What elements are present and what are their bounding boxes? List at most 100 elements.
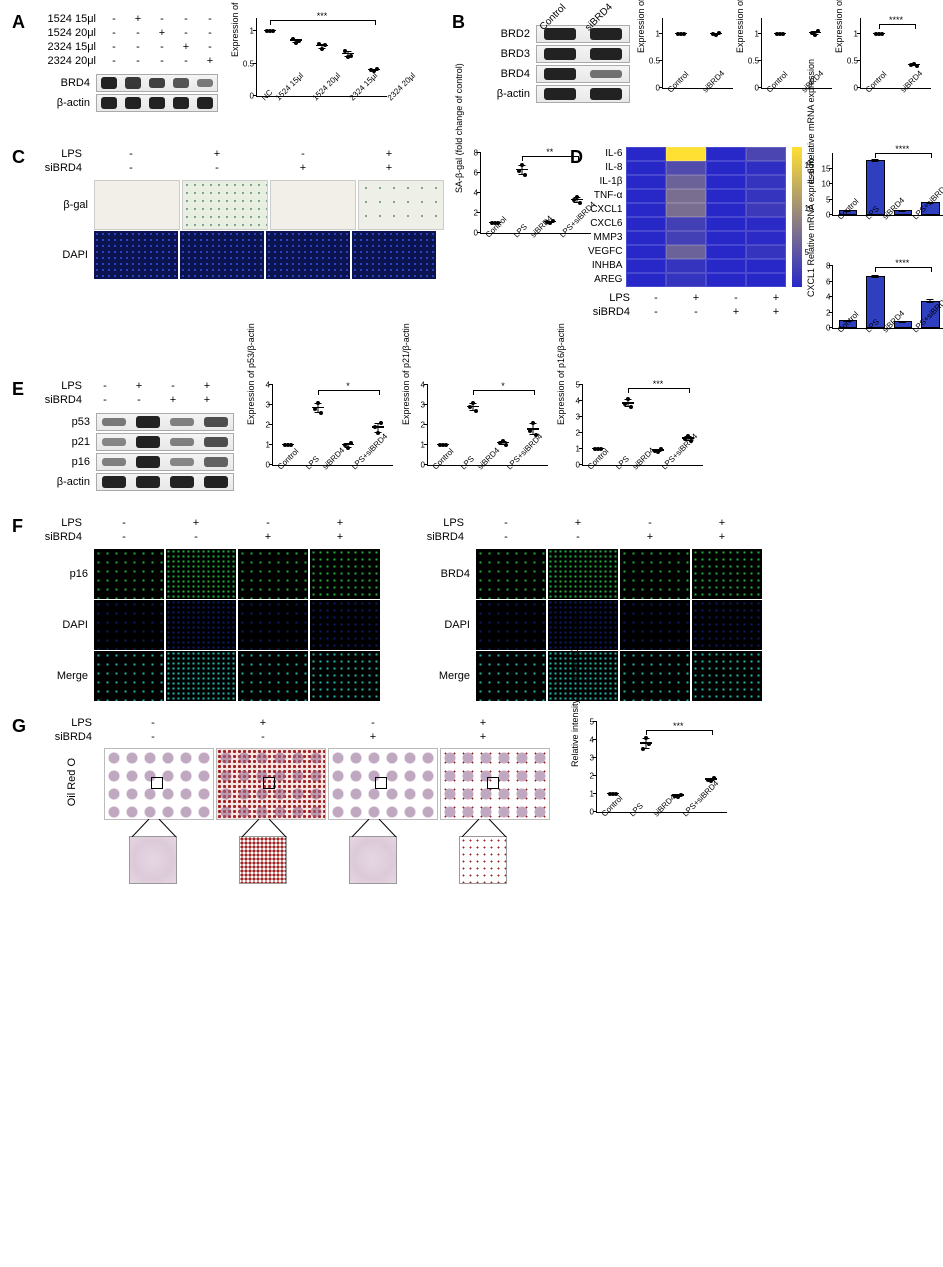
if-image — [166, 651, 236, 701]
western-blot-strip — [96, 413, 234, 431]
chart-ylabel: Expression of p16/β-actin — [556, 323, 566, 425]
chart-xtick: LPS+siBRD4 — [657, 430, 699, 472]
condition-mark: - — [160, 530, 232, 544]
blot-label: β-actin — [40, 97, 96, 109]
condition-row-label: 2324 15μl — [40, 40, 102, 54]
condition-row-label: 1524 20μl — [40, 26, 102, 40]
chart-xtick: LPS — [456, 453, 476, 473]
condition-mark: - — [102, 40, 126, 54]
chart-xtick: LPS — [509, 221, 529, 241]
heatmap-cell — [746, 259, 786, 273]
condition-mark: + — [686, 516, 758, 530]
condition-mark: + — [174, 147, 260, 161]
if-image — [310, 549, 380, 599]
heatmap-colorbar: 51015 — [792, 147, 802, 287]
heatmap-cell — [706, 161, 746, 175]
heatmap-cell — [626, 245, 666, 259]
if-image — [238, 651, 308, 701]
condition-row-label: siBRD4 — [40, 393, 88, 407]
heatmap-cell — [626, 161, 666, 175]
if-image — [548, 549, 618, 599]
heatmap-gene-label: IL-1β — [588, 175, 626, 189]
if-image — [476, 600, 546, 650]
condition-mark: + — [174, 40, 198, 54]
if-image — [166, 549, 236, 599]
chart-xtick: 2324 15μl — [345, 70, 379, 104]
if-image — [238, 549, 308, 599]
beta-gal-image — [182, 180, 268, 230]
condition-mark: - — [260, 147, 346, 161]
chart-xtick: 1524 20μl — [308, 70, 342, 104]
heatmap-cell — [666, 231, 706, 245]
condition-mark: - — [126, 40, 150, 54]
heatmap-cell — [746, 217, 786, 231]
condition-mark: - — [102, 12, 126, 26]
heatmap-cell — [706, 231, 746, 245]
condition-mark: + — [208, 716, 318, 730]
oil-red-o-zoom — [459, 836, 507, 884]
oil-red-o-image — [328, 748, 438, 820]
dapi-image — [180, 231, 264, 279]
condition-mark: - — [174, 12, 198, 26]
blot-label: β-actin — [480, 88, 536, 100]
heatmap-cell — [626, 147, 666, 161]
condition-mark: - — [318, 716, 428, 730]
dapi-image — [352, 231, 436, 279]
condition-mark: + — [428, 716, 538, 730]
condition-mark: + — [126, 12, 150, 26]
scatter-chart: Expression of p16/β-actin012345ControlLP… — [582, 385, 703, 466]
condition-mark: - — [470, 530, 542, 544]
heatmap-cell — [666, 189, 706, 203]
chart-xtick: siBRD4 — [473, 444, 501, 472]
heatmap-cell — [706, 273, 746, 287]
heatmap-cell — [626, 273, 666, 287]
chart-ylabel: Expression of BRD3/β-actin — [735, 0, 745, 53]
panel-c-label: C — [12, 147, 25, 168]
if-image — [238, 600, 308, 650]
condition-mark: - — [614, 516, 686, 530]
condition-mark: - — [98, 716, 208, 730]
chart-xtick: Control — [762, 63, 795, 96]
blot-label: BRD2 — [480, 28, 536, 40]
condition-row-label: 2324 20μl — [40, 54, 102, 68]
heatmap-gene-label: CXCL1 — [588, 203, 626, 217]
condition-mark: - — [208, 730, 318, 744]
scatter-chart: Expression of BRD4/β-actin00.51NC1524 15… — [256, 18, 387, 97]
condition-mark: - — [126, 26, 150, 40]
western-blot-strip — [96, 453, 234, 471]
heatmap-cell — [666, 203, 706, 217]
oil-red-o-zoom — [349, 836, 397, 884]
heatmap-cell — [706, 245, 746, 259]
heatmap-cell — [706, 203, 746, 217]
oil-red-o-image — [216, 748, 326, 820]
oil-red-o-image — [104, 748, 214, 820]
condition-mark: + — [260, 161, 346, 175]
heatmap-cell — [706, 189, 746, 203]
panel-f-label: F — [12, 516, 23, 537]
condition-row-label: siBRD4 — [40, 530, 88, 544]
panel-e-label: E — [12, 379, 24, 400]
scatter-chart: Relative intensity of Oil Red O staining… — [596, 722, 727, 813]
heatmap-gene-label: CXCL6 — [588, 217, 626, 231]
condition-mark: - — [88, 379, 122, 393]
blot-label: p21 — [40, 436, 96, 448]
heatmap-cell — [626, 175, 666, 189]
heatmap-cell — [626, 231, 666, 245]
chart-xtick: Control — [597, 792, 624, 819]
condition-row-label: LPS — [40, 716, 98, 730]
if-image — [620, 600, 690, 650]
beta-gal-image — [358, 180, 444, 230]
condition-mark: + — [756, 305, 796, 319]
if-row-label: DAPI — [422, 619, 476, 631]
heatmap-gene-label: VEGFC — [588, 245, 626, 259]
condition-mark: - — [636, 305, 676, 319]
if-image — [94, 651, 164, 701]
chart-xtick: siBRD4 — [318, 444, 346, 472]
blot-label: p53 — [40, 416, 96, 428]
heatmap-cell — [666, 273, 706, 287]
if-image — [94, 549, 164, 599]
chart-xtick: siBRD4 — [896, 63, 929, 96]
condition-row-label: LPS — [588, 291, 636, 305]
if-image — [94, 600, 164, 650]
heatmap-cell — [746, 175, 786, 189]
